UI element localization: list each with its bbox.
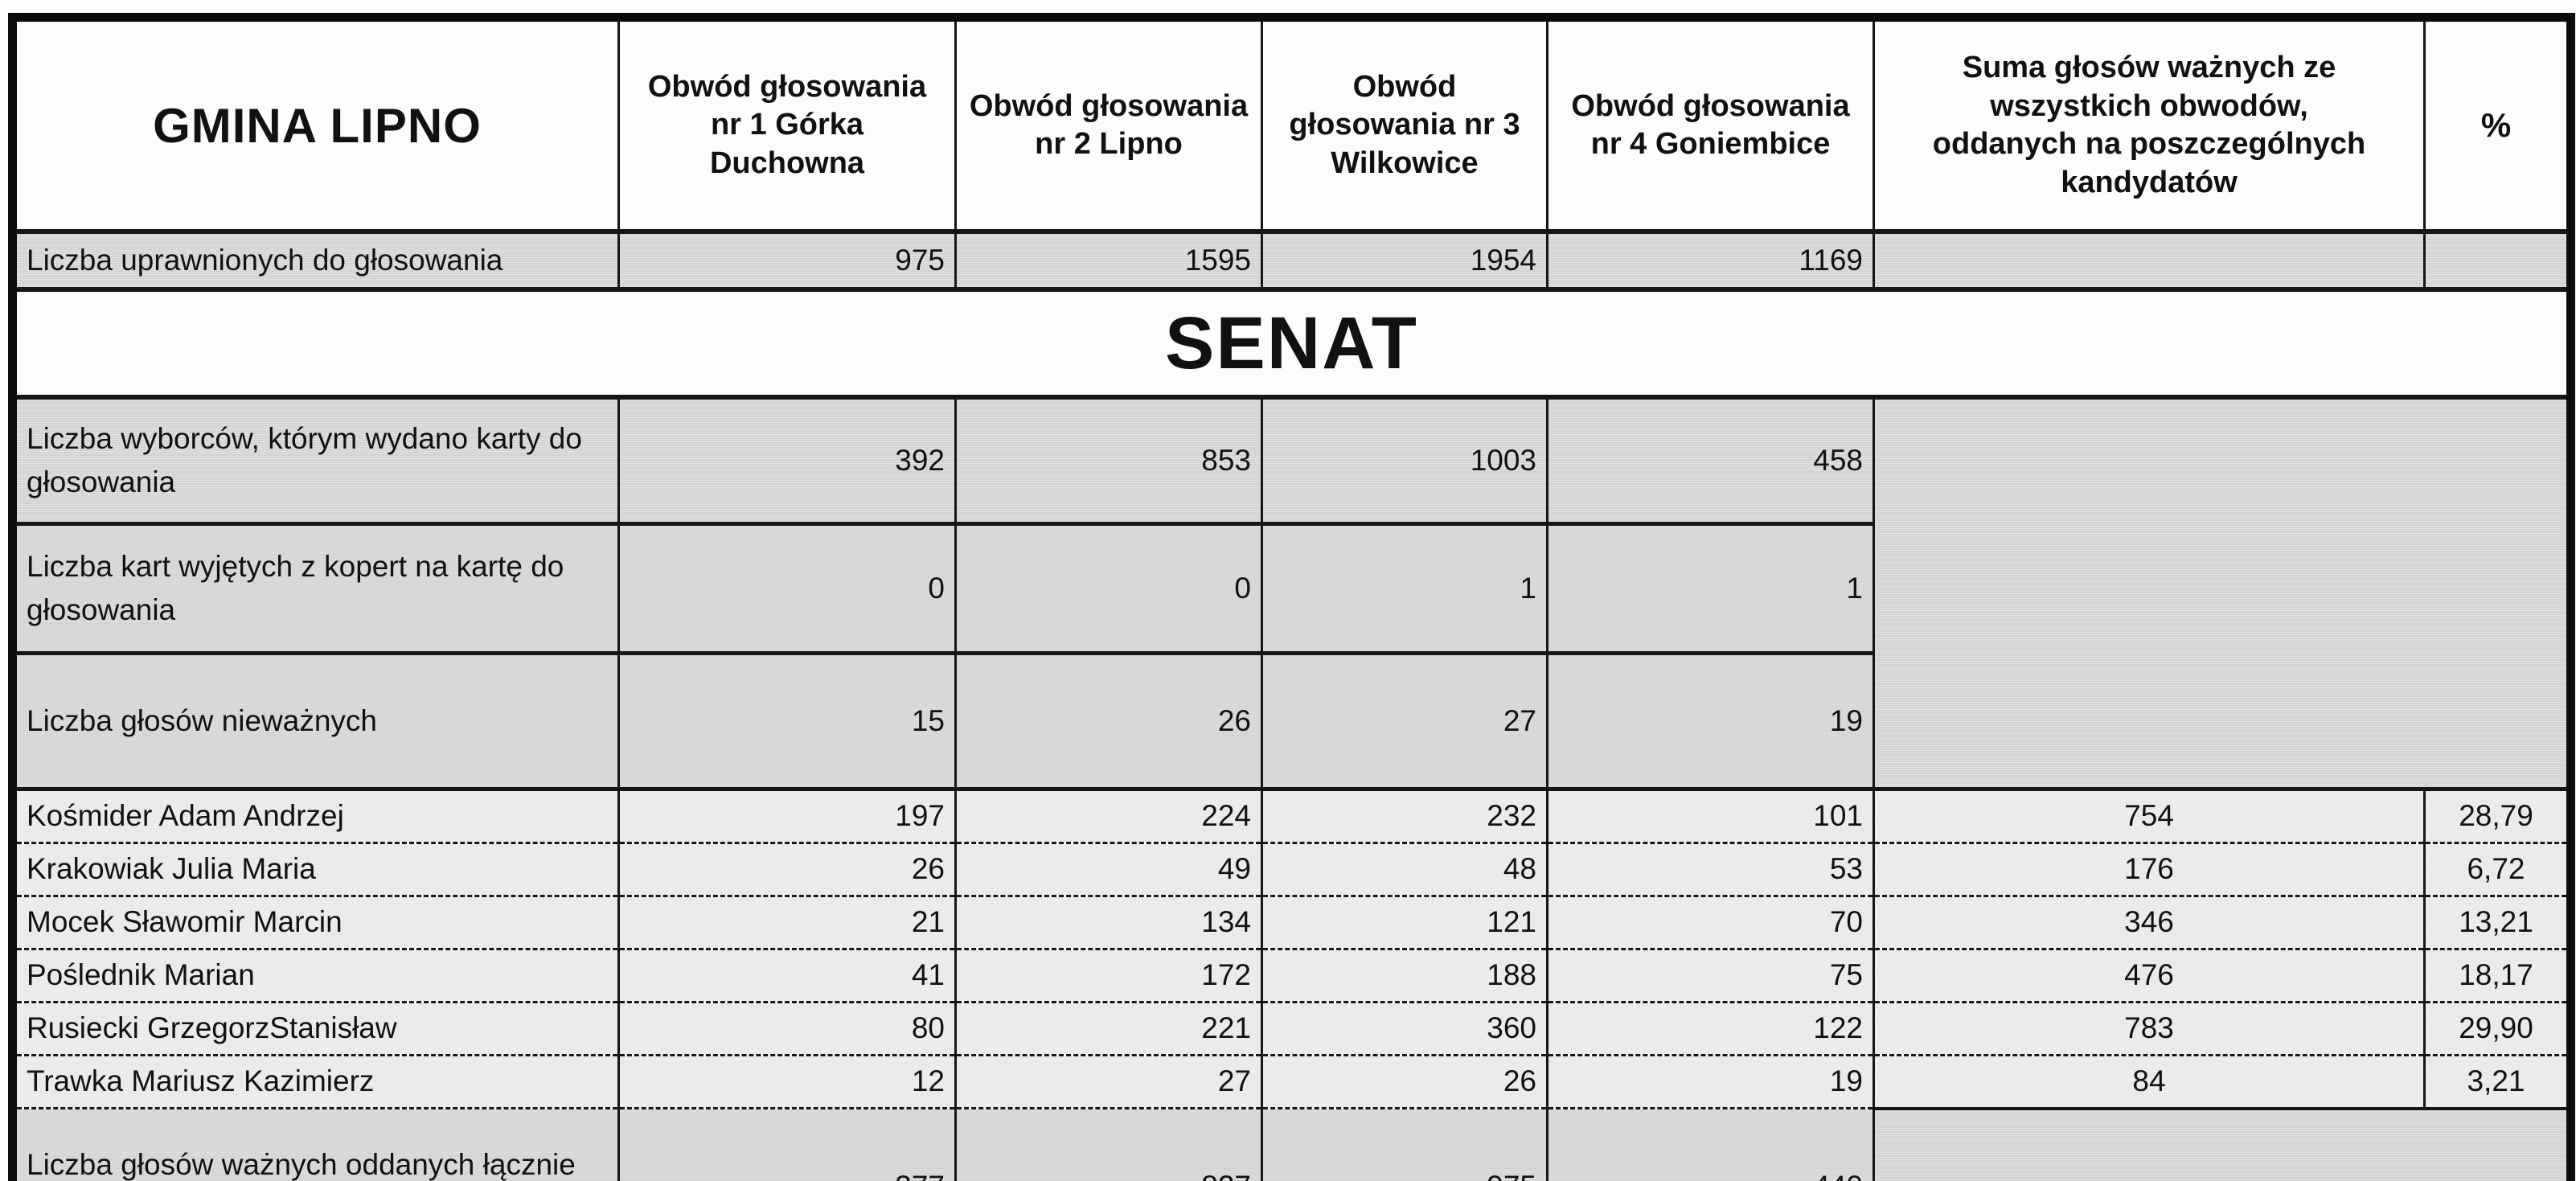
value-cell: 26 [617, 842, 957, 897]
percent-cell: 28,79 [2423, 787, 2572, 844]
candidate-row: Mocek Sławomir Marcin 21 134 121 70 346 … [11, 895, 2572, 950]
percent-cell: 6,72 [2423, 842, 2572, 897]
candidate-row: Trawka Mariusz Kazimierz 12 27 26 19 84 … [11, 1054, 2572, 1109]
value-cell: 49 [954, 842, 1263, 897]
value-cell: 0 [617, 522, 957, 655]
empty-percent-cell [2423, 230, 2572, 292]
value-cell: 19 [1546, 651, 1875, 791]
row-label: Liczba głosów ważnych oddanych łącznie n… [11, 1107, 620, 1181]
value-cell: 221 [954, 1001, 1263, 1056]
corner-cell-gmina: GMINA LIPNO [11, 16, 620, 234]
percent-cell: 3,21 [2423, 1054, 2572, 1109]
row-label: Liczba kart wyjętych z kopert na kartę d… [11, 522, 620, 655]
value-cell: 15 [617, 651, 957, 791]
value-cell: 122 [1546, 1001, 1875, 1056]
column-header-obwod-1: Obwód głosowania nr 1 Górka Duchowna [617, 16, 957, 234]
value-cell: 48 [1261, 842, 1548, 897]
value-cell: 392 [617, 395, 957, 526]
candidate-name: Trawka Mariusz Kazimierz [11, 1054, 620, 1109]
row-total-valid-votes: Liczba głosów ważnych oddanych łącznie n… [11, 1106, 2572, 1181]
column-header-percent: % [2423, 16, 2572, 234]
value-cell: 134 [954, 895, 1263, 950]
sum-cell: 346 [1873, 895, 2426, 950]
value-cell: 12 [617, 1054, 957, 1109]
candidate-name: Kośmider Adam Andrzej [11, 787, 620, 844]
column-header-obwod-2: Obwód głosowania nr 2 Lipno [954, 16, 1263, 234]
value-cell: 853 [954, 395, 1263, 526]
value-cell: 26 [1261, 1054, 1548, 1109]
candidate-row: Krakowiak Julia Maria 26 49 48 53 176 6,… [11, 842, 2572, 897]
results-table: GMINA LIPNO Obwód głosowania nr 1 Górka … [8, 13, 2575, 1181]
value-cell: 1954 [1261, 230, 1548, 292]
value-cell: 1595 [954, 230, 1263, 292]
candidate-name: Rusiecki GrzegorzStanisław [11, 1001, 620, 1056]
value-cell: 232 [1261, 787, 1548, 844]
sum-cell: 84 [1873, 1054, 2426, 1109]
row-eligible-voters: Liczba uprawnionych do głosowania 975 15… [11, 230, 2572, 292]
value-cell: 827 [954, 1107, 1263, 1181]
candidate-name: Poślednik Marian [11, 948, 620, 1003]
value-cell: 19 [1546, 1054, 1875, 1109]
row-label: Liczba uprawnionych do głosowania [11, 230, 620, 292]
value-cell: 975 [617, 230, 957, 292]
merged-empty-cell [1873, 1106, 2572, 1181]
value-cell: 1169 [1546, 230, 1875, 292]
sum-cell: 754 [1873, 787, 2426, 844]
row-cards-from-envelopes: Liczba kart wyjętych z kopert na kartę d… [11, 522, 2571, 655]
value-cell: 377 [617, 1107, 957, 1181]
value-cell: 21 [617, 895, 957, 950]
value-cell: 0 [954, 522, 1263, 655]
value-cell: 80 [617, 1001, 957, 1056]
candidate-name: Mocek Sławomir Marcin [11, 895, 620, 950]
section-title: SENAT [11, 288, 2572, 400]
value-cell: 188 [1261, 948, 1548, 1003]
value-cell: 1003 [1261, 395, 1548, 526]
value-cell: 53 [1546, 842, 1875, 897]
value-cell: 440 [1546, 1107, 1875, 1181]
value-cell: 75 [1546, 948, 1875, 1003]
percent-cell: 18,17 [2423, 948, 2572, 1003]
value-cell: 1 [1261, 522, 1548, 655]
row-label: Liczba wyborców, którym wydano karty do … [11, 395, 620, 526]
value-cell: 458 [1546, 395, 1875, 526]
row-ballots-issued: Liczba wyborców, którym wydano karty do … [11, 395, 2572, 791]
value-cell: 1 [1546, 522, 1875, 655]
section-banner-row: SENAT [11, 288, 2572, 400]
candidate-name: Krakowiak Julia Maria [11, 842, 620, 897]
candidate-row: Rusiecki GrzegorzStanisław 80 221 360 12… [11, 1001, 2572, 1056]
candidate-row: Poślednik Marian 41 172 188 75 476 18,17 [11, 948, 2572, 1003]
value-cell: 27 [1261, 651, 1548, 791]
sum-cell: 176 [1873, 842, 2426, 897]
sum-cell: 476 [1873, 948, 2426, 1003]
value-cell: 101 [1546, 787, 1875, 844]
header-row: GMINA LIPNO Obwód głosowania nr 1 Górka … [11, 16, 2572, 234]
column-header-obwod-3: Obwód głosowania nr 3 Wilkowice [1261, 16, 1548, 234]
value-cell: 197 [617, 787, 957, 844]
value-cell: 26 [954, 651, 1263, 791]
value-cell: 27 [954, 1054, 1263, 1109]
sum-cell: 783 [1873, 1001, 2426, 1056]
row-label: Liczba głosów nieważnych [11, 651, 620, 791]
value-cell: 975 [1261, 1107, 1548, 1181]
percent-cell: 13,21 [2423, 895, 2572, 950]
value-cell: 172 [954, 948, 1263, 1003]
column-header-obwod-4: Obwód głosowania nr 4 Goniembice [1546, 16, 1875, 234]
value-cell: 224 [954, 787, 1263, 844]
candidate-row: Kośmider Adam Andrzej 197 224 232 101 75… [11, 787, 2572, 844]
row-invalid-votes: Liczba głosów nieważnych 15 26 27 19 [11, 651, 2571, 791]
percent-cell: 29,90 [2423, 1001, 2572, 1056]
column-header-sum: Suma głosów ważnych ze wszystkich obwodó… [1873, 16, 2426, 234]
empty-sum-cell [1873, 230, 2426, 292]
value-cell: 41 [617, 948, 957, 1003]
merged-empty-cell [1873, 395, 2572, 791]
value-cell: 360 [1261, 1001, 1548, 1056]
value-cell: 121 [1261, 895, 1548, 950]
value-cell: 70 [1546, 895, 1875, 950]
